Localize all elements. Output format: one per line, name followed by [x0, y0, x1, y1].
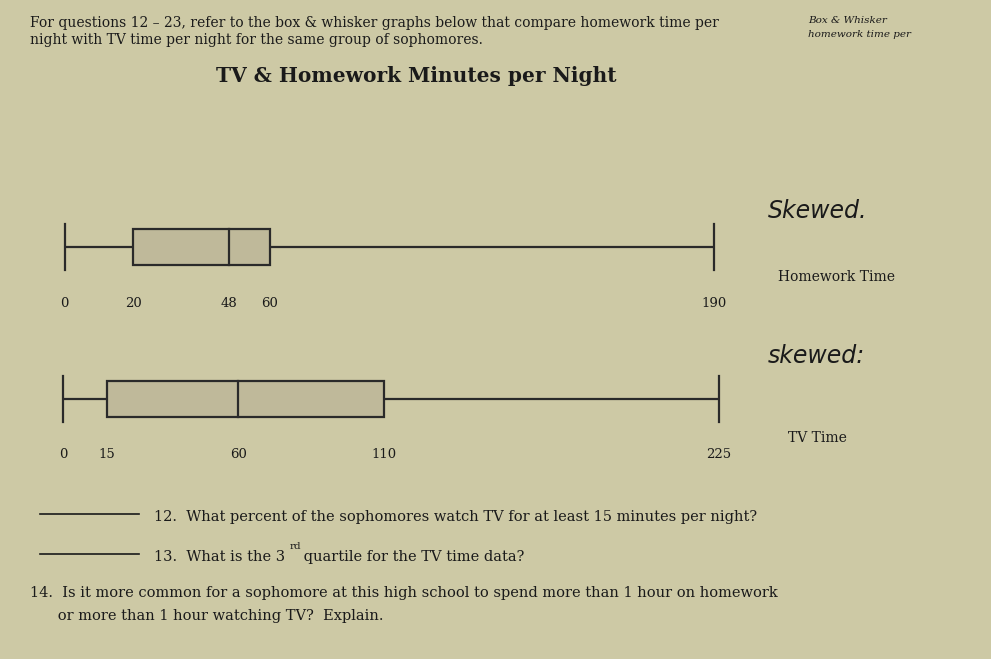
Text: 48: 48: [220, 297, 237, 310]
Text: homework time per: homework time per: [808, 30, 911, 39]
FancyBboxPatch shape: [107, 380, 384, 417]
Text: Skewed.: Skewed.: [768, 199, 867, 223]
Text: 15: 15: [98, 448, 115, 461]
Text: For questions 12 – 23, refer to the box & whisker graphs below that compare home: For questions 12 – 23, refer to the box …: [30, 16, 718, 30]
Text: TV Time: TV Time: [788, 431, 846, 445]
Text: 110: 110: [372, 448, 396, 461]
Text: 12.  What percent of the sophomores watch TV for at least 15 minutes per night?: 12. What percent of the sophomores watch…: [154, 510, 757, 525]
Text: rd: rd: [289, 542, 301, 552]
Text: TV & Homework Minutes per Night: TV & Homework Minutes per Night: [216, 66, 616, 86]
Text: 0: 0: [59, 448, 67, 461]
Text: 20: 20: [125, 297, 142, 310]
Text: 14.  Is it more common for a sophomore at this high school to spend more than 1 : 14. Is it more common for a sophomore at…: [30, 586, 778, 600]
Text: 60: 60: [262, 297, 278, 310]
Text: quartile for the TV time data?: quartile for the TV time data?: [299, 550, 524, 564]
Text: 225: 225: [707, 448, 731, 461]
Text: 60: 60: [230, 448, 247, 461]
Text: 0: 0: [60, 297, 69, 310]
FancyBboxPatch shape: [133, 229, 270, 266]
Text: or more than 1 hour watching TV?  Explain.: or more than 1 hour watching TV? Explain…: [30, 609, 384, 623]
Text: skewed:: skewed:: [768, 344, 865, 368]
Text: 13.  What is the 3: 13. What is the 3: [154, 550, 284, 564]
Text: Box & Whisker: Box & Whisker: [808, 16, 887, 26]
Text: night with TV time per night for the same group of sophomores.: night with TV time per night for the sam…: [30, 33, 483, 47]
Text: Homework Time: Homework Time: [778, 270, 895, 284]
Text: 190: 190: [702, 297, 726, 310]
